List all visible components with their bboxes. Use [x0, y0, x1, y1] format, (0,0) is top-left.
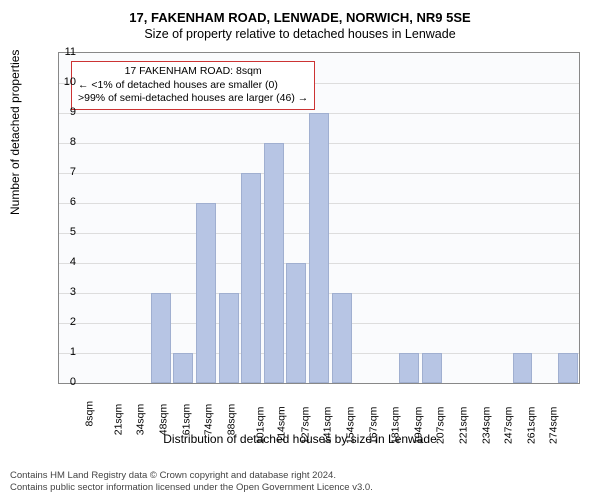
- histogram-bar: [196, 203, 216, 383]
- chart-plot-area: 17 FAKENHAM ROAD: 8sqm← <1% of detached …: [58, 52, 580, 384]
- y-tick: 2: [56, 316, 76, 328]
- histogram-bar: [332, 293, 352, 383]
- annotation-line: ← <1% of detached houses are smaller (0): [78, 79, 308, 93]
- histogram-bar: [558, 353, 578, 383]
- y-tick: 4: [56, 256, 76, 268]
- histogram-bar: [286, 263, 306, 383]
- x-tick: 48sqm: [158, 404, 170, 436]
- histogram-bar: [173, 353, 193, 383]
- y-tick: 6: [56, 196, 76, 208]
- x-tick: 8sqm: [84, 401, 96, 427]
- annotation-line: 17 FAKENHAM ROAD: 8sqm: [78, 65, 308, 79]
- y-tick: 1: [56, 346, 76, 358]
- y-tick: 11: [56, 46, 76, 58]
- x-tick: 34sqm: [135, 404, 147, 436]
- y-tick: 9: [56, 106, 76, 118]
- histogram-bar: [422, 353, 442, 383]
- x-tick: 21sqm: [112, 404, 124, 436]
- y-tick: 0: [56, 376, 76, 388]
- histogram-bar: [513, 353, 533, 383]
- y-tick: 5: [56, 226, 76, 238]
- footer-line2: Contains public sector information licen…: [10, 482, 373, 494]
- y-tick: 3: [56, 286, 76, 298]
- histogram-bar: [264, 143, 284, 383]
- histogram-bar: [241, 173, 261, 383]
- histogram-bar: [309, 113, 329, 383]
- title-main: 17, FAKENHAM ROAD, LENWADE, NORWICH, NR9…: [0, 0, 600, 25]
- annotation-callout: 17 FAKENHAM ROAD: 8sqm← <1% of detached …: [71, 61, 315, 110]
- y-tick: 7: [56, 166, 76, 178]
- annotation-line: >99% of semi-detached houses are larger …: [78, 92, 308, 106]
- y-tick: 10: [56, 76, 76, 88]
- y-axis-label: Number of detached properties: [8, 50, 22, 215]
- footer-line1: Contains HM Land Registry data © Crown c…: [10, 470, 373, 482]
- y-tick: 8: [56, 136, 76, 148]
- title-sub: Size of property relative to detached ho…: [0, 25, 600, 41]
- x-axis-label: Distribution of detached houses by size …: [0, 432, 600, 446]
- x-tick: 88sqm: [225, 404, 237, 436]
- x-tick: 74sqm: [203, 404, 215, 436]
- x-tick: 61sqm: [180, 404, 192, 436]
- footer-attribution: Contains HM Land Registry data © Crown c…: [10, 470, 373, 494]
- histogram-bar: [219, 293, 239, 383]
- histogram-bar: [151, 293, 171, 383]
- histogram-bar: [399, 353, 419, 383]
